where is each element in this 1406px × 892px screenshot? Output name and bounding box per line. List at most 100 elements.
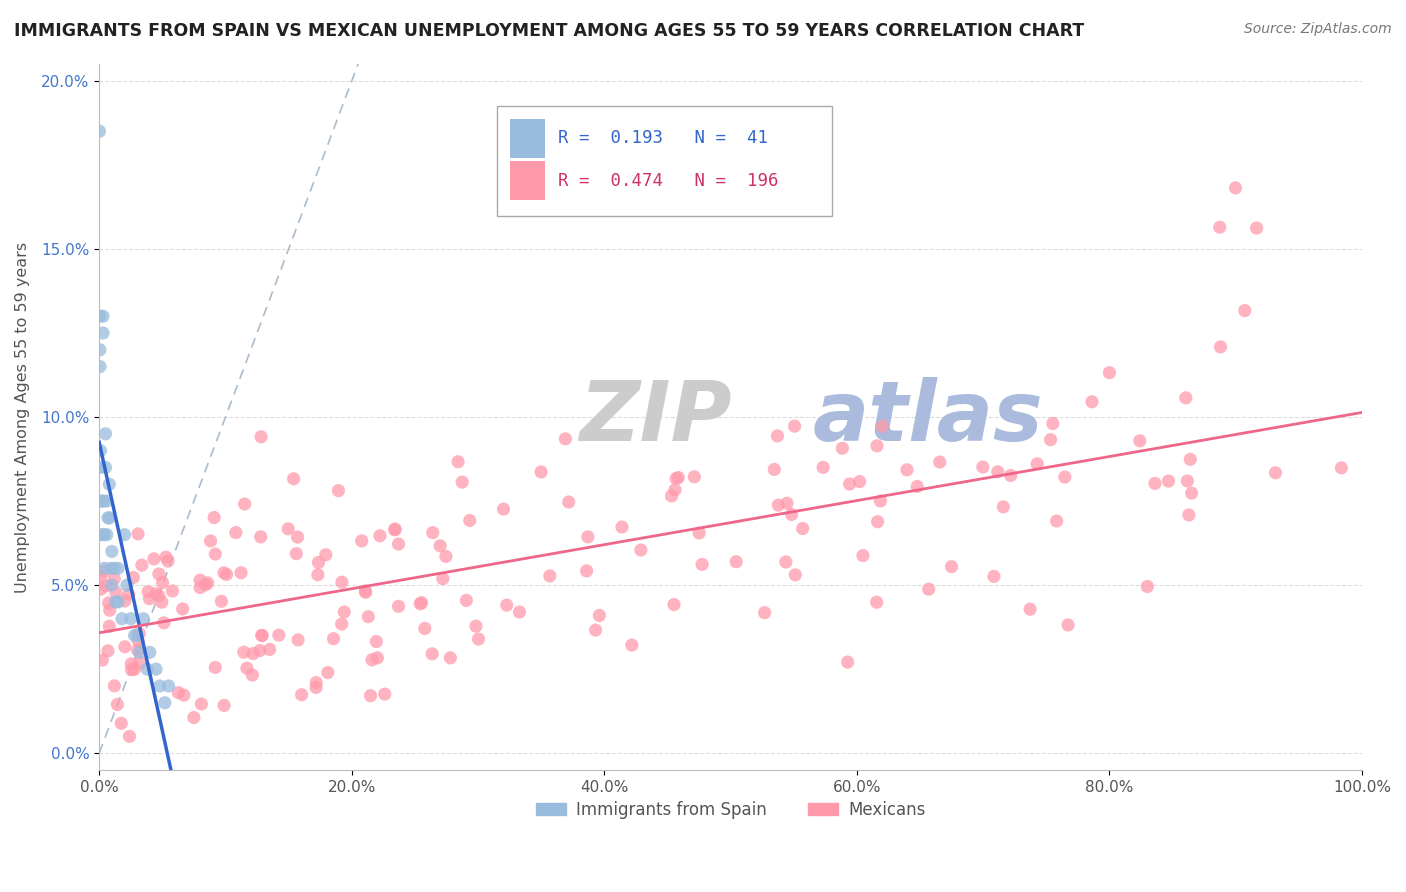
Point: [152, 575, 174, 590]
Point: [127, 628, 149, 642]
Point: [153, 696, 176, 710]
Point: [918, 582, 941, 597]
Point: [97, 511, 120, 525]
Point: [1098, 366, 1121, 380]
Point: [1330, 460, 1353, 475]
Point: [1174, 391, 1197, 405]
Point: [103, 572, 125, 586]
Point: [354, 585, 377, 599]
Point: [409, 597, 432, 611]
Point: [122, 570, 145, 584]
Point: [190, 697, 212, 711]
Point: [905, 479, 928, 493]
Point: [434, 549, 457, 564]
Point: [287, 530, 309, 544]
Point: [1209, 220, 1232, 235]
Point: [366, 634, 388, 648]
Point: [150, 595, 173, 609]
Point: [1000, 468, 1022, 483]
Text: IMMIGRANTS FROM SPAIN VS MEXICAN UNEMPLOYMENT AMONG AGES 55 TO 59 YEARS CORRELAT: IMMIGRANTS FROM SPAIN VS MEXICAN UNEMPLO…: [14, 22, 1084, 40]
Point: [307, 567, 329, 582]
FancyBboxPatch shape: [496, 106, 831, 216]
Text: ZIP: ZIP: [579, 376, 731, 458]
Point: [866, 515, 889, 529]
Point: [305, 675, 328, 690]
Point: [1046, 514, 1069, 528]
Point: [121, 663, 143, 677]
Point: [928, 455, 950, 469]
Point: [316, 665, 339, 680]
Point: [157, 554, 180, 568]
Point: [354, 583, 377, 598]
Point: [508, 605, 530, 619]
Point: [1264, 466, 1286, 480]
Point: [107, 561, 129, 575]
Point: [89, 443, 111, 458]
Point: [763, 462, 786, 476]
Point: [153, 615, 176, 630]
Point: [115, 578, 138, 592]
Point: [576, 530, 599, 544]
Point: [128, 626, 150, 640]
Point: [215, 567, 238, 582]
Point: [240, 668, 263, 682]
Point: [93, 561, 115, 575]
Point: [420, 647, 443, 661]
Point: [285, 547, 308, 561]
Legend: Immigrants from Spain, Mexicans: Immigrants from Spain, Mexicans: [529, 794, 932, 825]
Point: [1225, 181, 1247, 195]
Point: [89, 460, 111, 475]
Point: [872, 419, 894, 434]
Point: [103, 679, 125, 693]
Y-axis label: Unemployment Among Ages 55 to 59 years: Unemployment Among Ages 55 to 59 years: [15, 242, 30, 592]
Point: [94, 426, 117, 441]
Point: [610, 520, 633, 534]
Point: [451, 475, 474, 489]
Point: [1143, 476, 1166, 491]
Point: [350, 533, 373, 548]
Point: [838, 477, 860, 491]
Point: [690, 558, 713, 572]
Point: [754, 606, 776, 620]
Point: [458, 513, 481, 527]
Point: [142, 551, 165, 566]
Point: [866, 439, 889, 453]
Point: [188, 581, 211, 595]
Point: [585, 623, 607, 637]
Point: [96, 527, 118, 541]
Point: [101, 544, 124, 558]
Point: [1246, 221, 1268, 235]
Point: [665, 471, 688, 485]
Point: [447, 455, 470, 469]
Point: [127, 634, 149, 648]
Point: [114, 527, 136, 541]
Point: [212, 566, 235, 580]
Point: [136, 584, 159, 599]
Point: [124, 662, 146, 676]
Point: [1136, 580, 1159, 594]
Point: [361, 653, 384, 667]
Point: [588, 608, 610, 623]
Point: [127, 526, 149, 541]
Point: [387, 599, 409, 614]
Point: [869, 494, 891, 508]
Point: [328, 483, 350, 498]
Point: [104, 585, 127, 599]
Point: [333, 605, 356, 619]
Point: [97, 644, 120, 658]
Point: [1178, 508, 1201, 522]
Point: [1019, 602, 1042, 616]
Point: [232, 645, 254, 659]
Point: [987, 465, 1010, 479]
Point: [283, 472, 305, 486]
Point: [89, 359, 111, 374]
Point: [120, 657, 142, 671]
Point: [90, 582, 112, 596]
Text: Source: ZipAtlas.com: Source: ZipAtlas.com: [1244, 22, 1392, 37]
Point: [110, 716, 132, 731]
Point: [118, 587, 141, 601]
Point: [209, 594, 232, 608]
Point: [387, 537, 409, 551]
Point: [148, 566, 170, 581]
Point: [831, 442, 853, 456]
